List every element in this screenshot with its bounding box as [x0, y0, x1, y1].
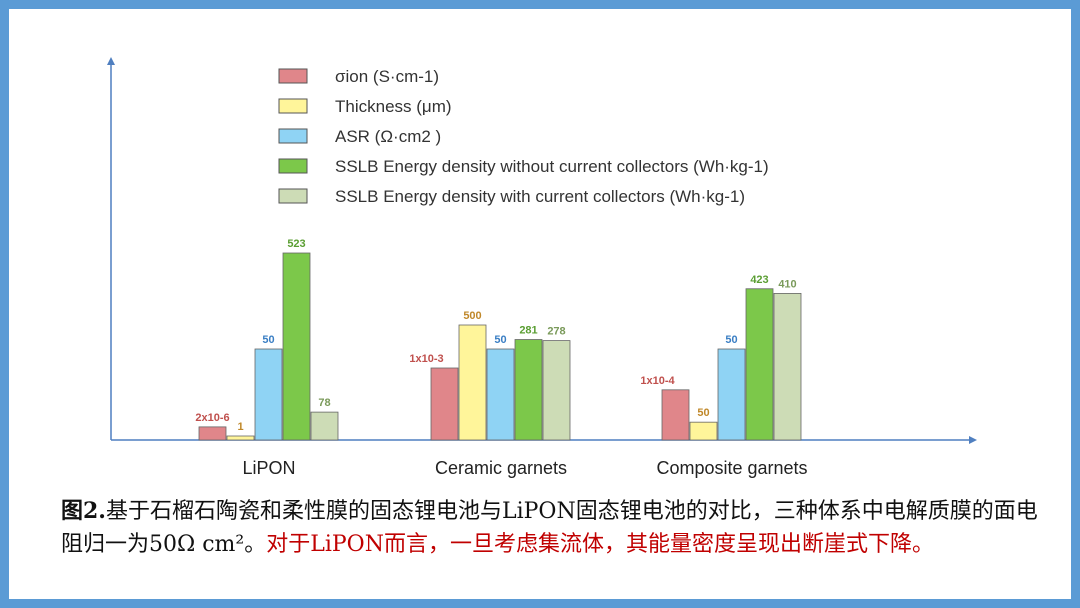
- bar: [717, 348, 746, 441]
- bar-value-label: 50: [725, 334, 737, 346]
- bar-value-label: 1x10-3: [409, 353, 443, 365]
- bar: [254, 348, 283, 441]
- legend-label: ASR (Ω·cm2 ): [335, 127, 441, 146]
- bar: [514, 339, 543, 441]
- y-axis-arrow: [107, 57, 115, 65]
- bar: [458, 324, 487, 441]
- bar-value-label: 278: [547, 326, 565, 338]
- figure-caption: 图2.基于石榴石陶瓷和柔性膜的固态锂电池与LiPON固态锂电池的对比，三种体系中…: [61, 495, 1051, 561]
- bar-value-label: 2x10-6: [195, 412, 229, 424]
- bar-value-label: 423: [750, 274, 768, 286]
- bar: [745, 288, 774, 441]
- category-label: Composite garnets: [656, 458, 807, 478]
- bar-value-label: 50: [697, 407, 709, 419]
- bar-value-label: 281: [519, 325, 537, 337]
- x-axis-arrow: [969, 436, 977, 444]
- category-label: Ceramic garnets: [435, 458, 567, 478]
- bar: [310, 411, 339, 441]
- bar-value-label: 50: [262, 334, 274, 346]
- legend-swatch: [278, 98, 308, 114]
- chart-svg: σion (S·cm-1) Thickness (μm) ASR (Ω·cm2 ) S…: [107, 57, 977, 478]
- bar-value-label: 50: [494, 334, 506, 346]
- legend-label: SSLB Energy density without current coll…: [335, 157, 769, 176]
- category-label: LiPON: [242, 458, 295, 478]
- bar-value-label: 410: [778, 278, 796, 290]
- bar: [198, 426, 227, 441]
- figure-label: 图2.: [61, 498, 106, 524]
- bar: [689, 421, 718, 441]
- bar-value-label: 1x10-4: [640, 375, 675, 387]
- bar: [226, 435, 255, 441]
- legend-label: Thickness (μm): [335, 97, 452, 116]
- legend-label: SSLB Energy density with current collect…: [335, 187, 745, 206]
- legend-swatch: [278, 158, 308, 174]
- caption-main-text: 基于石榴石陶瓷和柔性膜的固态锂电池与LiPON固态锂电池的对比，三种体系中电解质…: [61, 499, 1038, 557]
- legend-swatch: [278, 188, 308, 204]
- bar: [661, 389, 690, 441]
- bar: [282, 252, 311, 441]
- legend-label: σion (S·cm-1): [335, 67, 439, 86]
- legend-swatch: [278, 68, 308, 84]
- bar-chart: σion (S·cm-1) Thickness (μm) ASR (Ω·cm2 ) S…: [9, 9, 1071, 489]
- bar: [430, 367, 459, 441]
- bar-value-label: 78: [318, 397, 330, 409]
- bar: [773, 293, 802, 441]
- bar: [486, 348, 515, 441]
- bar-value-label: 1: [237, 421, 243, 433]
- bar: [542, 340, 571, 441]
- caption-highlight-text: 对于LiPON而言，一旦考虑集流体，其能量密度呈现出断崖式下降。: [266, 532, 934, 557]
- bar-value-label: 500: [463, 310, 481, 322]
- legend-swatch: [278, 128, 308, 144]
- bar-value-label: 523: [287, 238, 305, 250]
